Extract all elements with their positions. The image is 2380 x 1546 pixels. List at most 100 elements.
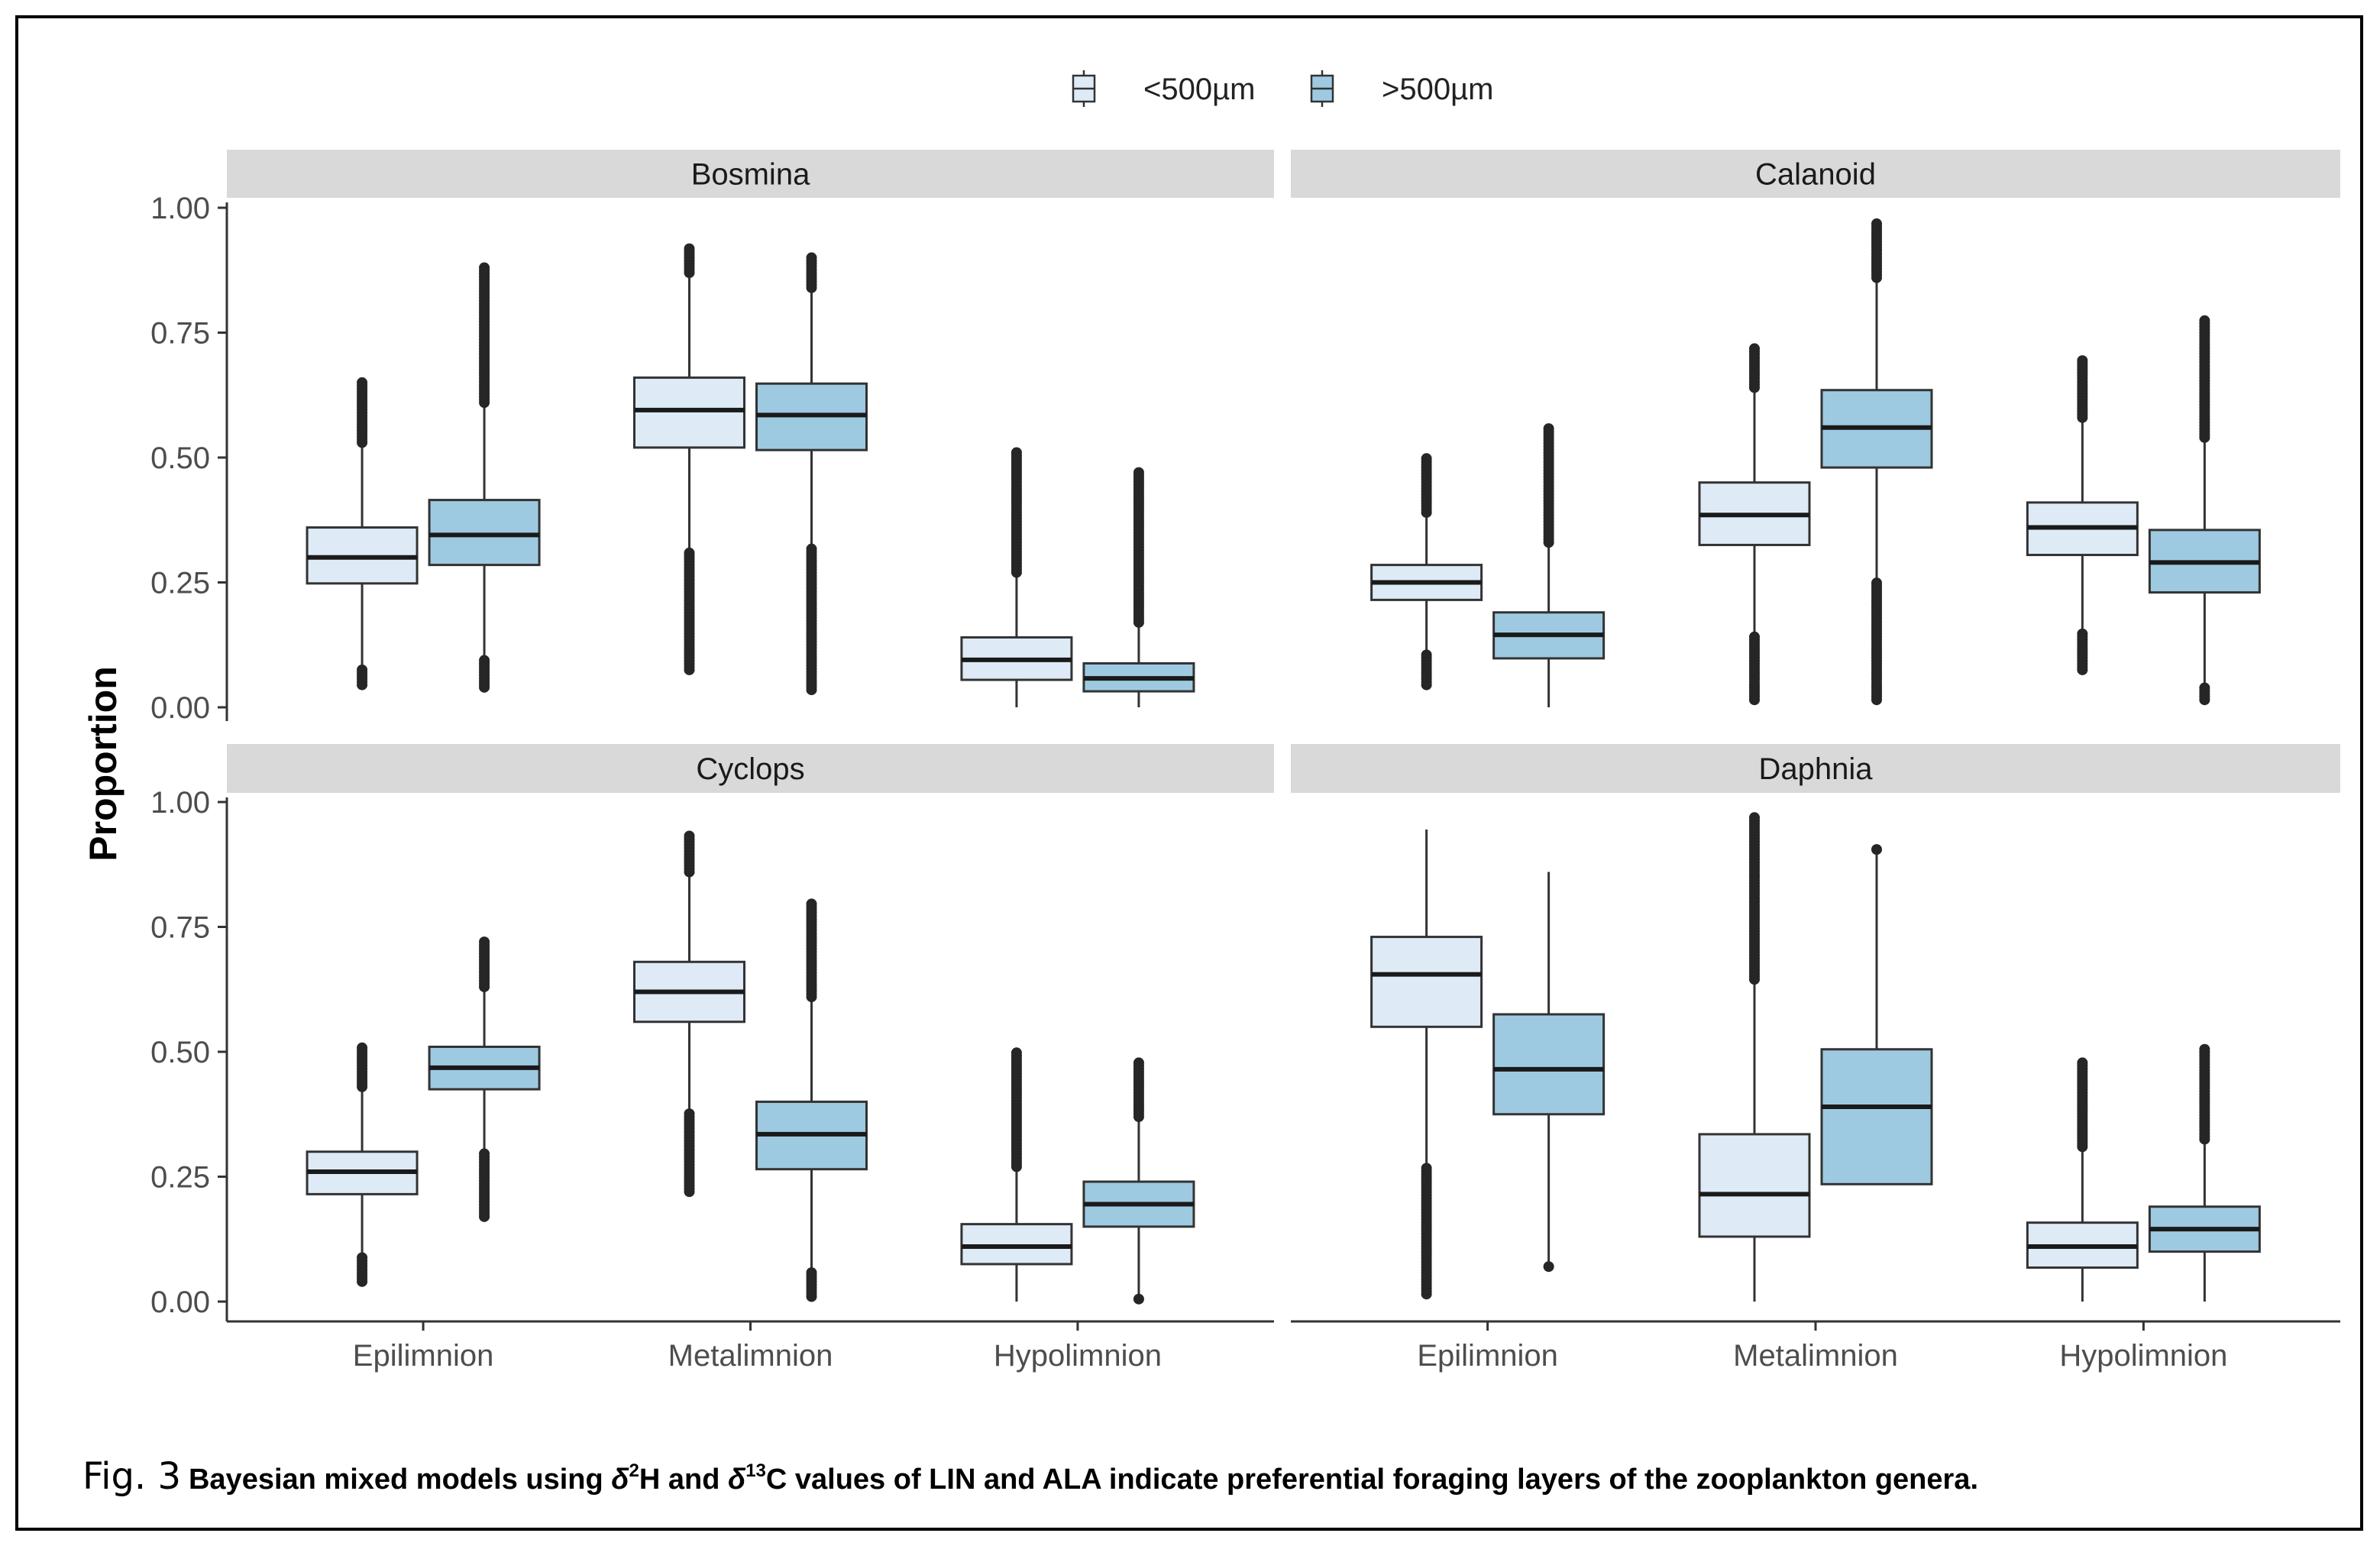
box-hypolimnion-large <box>1082 1057 1195 1305</box>
outlier-point <box>684 243 695 254</box>
iqr-box <box>428 499 541 567</box>
panel-strip <box>1291 744 2340 793</box>
outlier-point <box>1543 423 1554 435</box>
y-tick-label: 0.75 <box>150 317 210 351</box>
box-metalimnion-large <box>1820 218 1933 706</box>
box-hypolimnion-small <box>960 1047 1073 1302</box>
outlier-point <box>1421 453 1432 464</box>
figure-label: Fig. 3 <box>82 1455 181 1498</box>
box-metalimnion-small <box>1698 343 1811 706</box>
outlier-point <box>684 830 695 842</box>
iqr-box <box>1492 1013 1606 1116</box>
box-epilimnion-large <box>1492 423 1606 707</box>
x-tick-label: Hypolimnion <box>994 1339 1162 1373</box>
x-tick-label: Hypolimnion <box>2059 1339 2227 1373</box>
panel-strip <box>227 150 1274 198</box>
outlier-point <box>479 655 490 666</box>
iqr-box <box>1820 1048 1933 1185</box>
y-tick-label: 0.00 <box>150 1286 210 1319</box>
outlier-point <box>684 1108 695 1120</box>
box-epilimnion-small <box>306 1042 419 1287</box>
box-hypolimnion-large <box>2148 1043 2261 1302</box>
y-tick-label: 1.00 <box>150 192 210 225</box>
panel-calanoid: Calanoid <box>1291 150 2340 707</box>
outlier-point <box>806 543 817 555</box>
outlier-point <box>1133 1293 1144 1305</box>
outlier-point <box>479 262 490 273</box>
box-epilimnion-large <box>1492 872 1606 1273</box>
outlier-point <box>1011 447 1022 458</box>
outlier-point <box>479 936 490 948</box>
box-hypolimnion-large <box>1082 467 1195 707</box>
x-tick-label: Metalimnion <box>668 1339 833 1373</box>
outlier-point <box>1133 467 1144 478</box>
caption-text: Bayesian mixed models using δ2H and δ13C… <box>188 1460 1979 1496</box>
outlier-point <box>1133 1057 1144 1069</box>
legend-entry: >500µm <box>1310 70 1493 107</box>
box-hypolimnion-small <box>960 447 1073 707</box>
y-tick-label: 0.50 <box>150 441 210 475</box>
outlier-point <box>1543 1261 1554 1273</box>
outlier-point <box>2199 1043 2210 1055</box>
outlier-point <box>479 1148 490 1160</box>
outlier-point <box>684 547 695 558</box>
outlier-point <box>357 664 368 675</box>
panel-bosmina: Bosmina 0.00 0.25 0.50 0.75 1.00 <box>150 150 1274 725</box>
box-metalimnion-small <box>633 830 745 1198</box>
panel-strip <box>227 744 1274 793</box>
outlier-point <box>2077 628 2088 639</box>
x-tick-label: Epilimnion <box>1417 1339 1558 1373</box>
box-epilimnion-small <box>306 377 419 691</box>
outlier-point <box>1749 343 1760 354</box>
outlier-point <box>1871 577 1882 589</box>
figure-frame <box>15 15 2363 1531</box>
box-metalimnion-small <box>1698 812 1811 1302</box>
iqr-box <box>1698 1133 1811 1238</box>
box-epilimnion-large <box>428 936 541 1222</box>
outlier-point <box>2199 682 2210 694</box>
box-metalimnion-large <box>755 252 868 696</box>
outlier-point <box>2077 355 2088 367</box>
outlier-point <box>357 1042 368 1053</box>
outlier-point <box>1749 631 1760 642</box>
y-tick-label: 0.75 <box>150 911 210 945</box>
x-tick-label: Epilimnion <box>353 1339 494 1373</box>
y-tick-label: 0.25 <box>150 1161 210 1195</box>
outlier-point <box>1011 1047 1022 1059</box>
panel-daphnia: Daphnia Epilimnion Metalimnion Hypolimnion <box>1291 744 2340 1373</box>
y-tick-label: 0.00 <box>150 691 210 725</box>
boxplot-figure: <500µm >500µm Proportion Bosmina 0.00 0.25 0.5… <box>82 70 2340 1373</box>
iqr-box <box>1370 936 1483 1028</box>
legend-label: >500µm <box>1382 73 1493 106</box>
legend-entry: <500µm <box>1072 70 1255 107</box>
box-epilimnion-small <box>1370 453 1483 691</box>
box-hypolimnion-small <box>2026 355 2139 675</box>
outlier-point <box>1421 1163 1432 1174</box>
outlier-point <box>2199 315 2210 326</box>
outlier-point <box>806 1267 817 1279</box>
legend-label: <500µm <box>1143 73 1255 106</box>
panel-strip <box>1291 150 2340 198</box>
outlier-point <box>806 252 817 264</box>
outlier-point <box>1421 649 1432 661</box>
box-epilimnion-small <box>1370 829 1483 1300</box>
x-tick-label: Metalimnion <box>1733 1339 1898 1373</box>
box-hypolimnion-small <box>2026 1057 2139 1302</box>
box-epilimnion-large <box>428 262 541 693</box>
panel-title: Daphnia <box>1758 752 1873 786</box>
outlier-point <box>1871 844 1882 855</box>
outlier-point <box>357 377 368 388</box>
panel-cyclops: Cyclops 0.00 0.25 0.50 0.75 1.00 Epilimnion Met… <box>150 744 1274 1373</box>
box-metalimnion-large <box>755 898 868 1302</box>
figure-caption: Fig. 3 Bayesian mixed models using δ2H an… <box>82 1455 1978 1498</box>
outlier-point <box>1871 218 1882 229</box>
iqr-box <box>960 1223 1073 1266</box>
outlier-point <box>357 1252 368 1263</box>
outlier-point <box>2077 1057 2088 1069</box>
box-metalimnion-large <box>1820 844 1933 1185</box>
y-tick-label: 1.00 <box>150 786 210 820</box>
outlier-point <box>806 898 817 910</box>
box-metalimnion-small <box>633 243 745 675</box>
y-tick-label: 0.25 <box>150 567 210 600</box>
panel-title: Cyclops <box>696 752 804 786</box>
